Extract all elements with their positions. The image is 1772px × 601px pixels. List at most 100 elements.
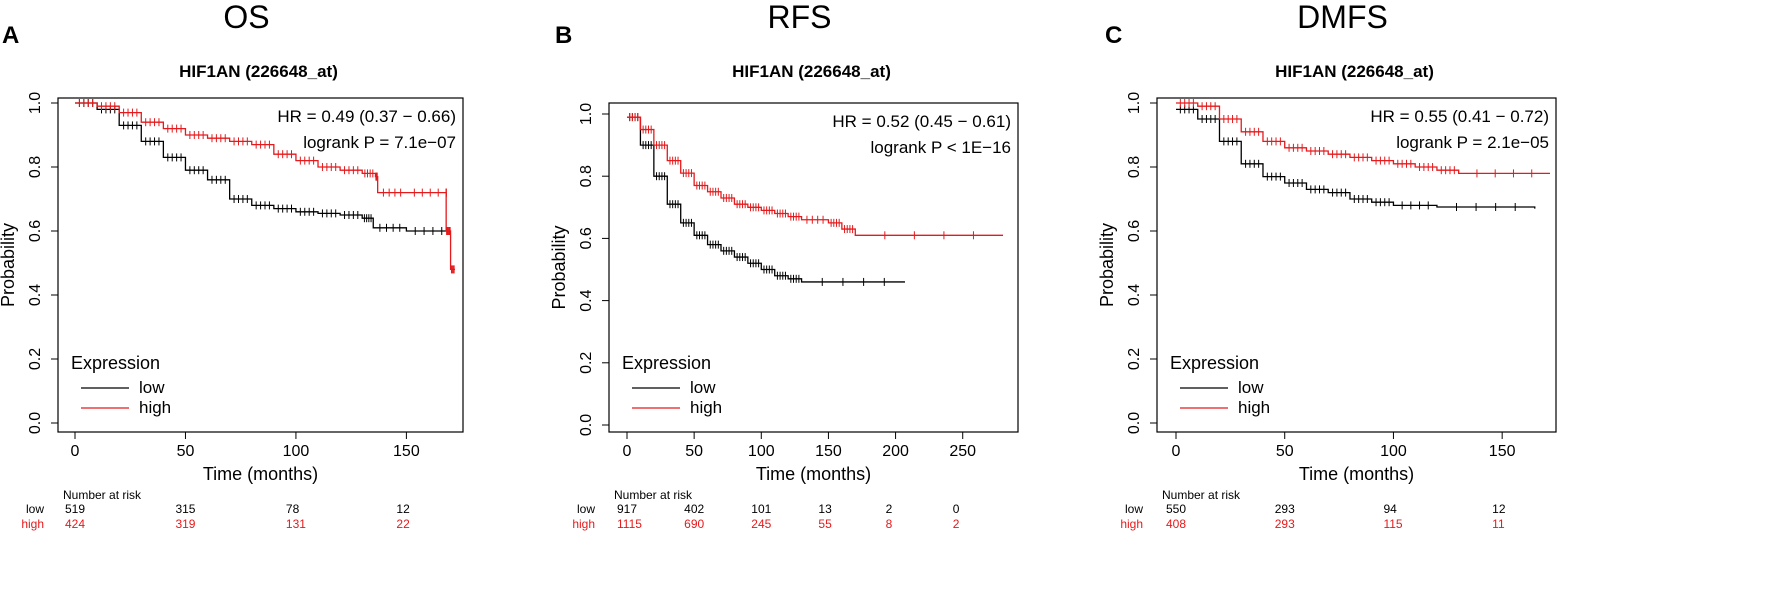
panel-letter: A <box>2 22 19 49</box>
x-tick-label: 100 <box>748 443 775 460</box>
y-axis-label: Probability <box>0 223 18 307</box>
risk-high-value: 408 <box>1166 517 1186 531</box>
y-tick-label: 1.0 <box>578 103 595 125</box>
legend-title: Expression <box>622 353 711 373</box>
risk-low-value: 13 <box>818 502 832 516</box>
risk-row-label-high: high <box>572 517 595 531</box>
risk-row-label-high: high <box>1120 517 1143 531</box>
km-curve-high <box>1176 102 1550 175</box>
panel-letter: B <box>555 22 572 49</box>
km-curve-low <box>75 102 451 232</box>
risk-high-value: 8 <box>886 517 893 531</box>
risk-low-value: 293 <box>1275 502 1295 516</box>
y-tick-label: 0.2 <box>27 348 44 370</box>
x-tick-label: 200 <box>882 443 909 460</box>
risk-low-value: 917 <box>617 502 637 516</box>
y-tick-label: 1.0 <box>27 92 44 114</box>
chart-title: HIF1AN (226648_at) <box>179 62 338 81</box>
x-tick-label: 250 <box>949 443 976 460</box>
risk-high-value: 319 <box>175 517 195 531</box>
km-curve-high <box>75 102 455 271</box>
logrank-p: logrank P = 2.1e−05 <box>1396 133 1549 152</box>
risk-low-value: 94 <box>1383 502 1397 516</box>
x-tick-label: 50 <box>1276 443 1294 460</box>
y-tick-label: 0.0 <box>27 412 44 434</box>
risk-high-value: 424 <box>65 517 85 531</box>
risk-high-value: 2 <box>953 517 960 531</box>
y-tick-label: 0.6 <box>1126 220 1143 242</box>
logrank-p: logrank P < 1E−16 <box>870 138 1011 157</box>
x-tick-label: 150 <box>815 443 842 460</box>
risk-high-value: 22 <box>396 517 410 531</box>
risk-row-label-low: low <box>577 502 595 516</box>
risk-low-value: 2 <box>886 502 893 516</box>
panel-c: C DMFS HIF1AN (226648_at) 0.0 0.2 0.4 0.6 0.8 1.… <box>1097 0 1557 531</box>
risk-high-value: 131 <box>286 517 306 531</box>
legend-label-high: high <box>1238 398 1270 417</box>
x-tick-label: 50 <box>177 443 195 460</box>
risk-high-value: 245 <box>751 517 771 531</box>
panel-header: RFS <box>768 0 832 35</box>
y-axis-label: Probability <box>549 225 569 309</box>
logrank-p: logrank P = 7.1e−07 <box>303 133 456 152</box>
legend-label-low: low <box>690 378 716 397</box>
y-tick-label: 0.4 <box>1126 284 1143 306</box>
hazard-ratio: HR = 0.49 (0.37 − 0.66) <box>277 107 456 126</box>
risk-low-value: 78 <box>286 502 300 516</box>
plot-frame <box>608 102 1019 433</box>
panel-b: B RFS HIF1AN (226648_at) 0.0 0.2 0.4 0.6 0.8 1.0… <box>549 0 1019 531</box>
y-tick-label: 0.6 <box>27 220 44 242</box>
risk-high-value: 1115 <box>617 517 642 531</box>
panel-header: OS <box>223 0 269 35</box>
risk-low-value: 402 <box>684 502 704 516</box>
risk-table-header: Number at risk <box>1162 488 1241 502</box>
x-tick-label: 50 <box>685 443 703 460</box>
y-tick-label: 0.0 <box>1126 412 1143 434</box>
risk-table-header: Number at risk <box>614 488 693 502</box>
x-tick-label: 0 <box>1172 443 1181 460</box>
risk-low-value: 519 <box>65 502 85 516</box>
x-tick-label: 150 <box>1489 443 1516 460</box>
risk-low-value: 550 <box>1166 502 1186 516</box>
panel-header: DMFS <box>1297 0 1388 35</box>
y-tick-label: 0.6 <box>578 227 595 249</box>
risk-high-value: 115 <box>1383 517 1402 531</box>
km-curve-low <box>627 116 905 283</box>
x-axis-label: Time (months) <box>203 464 318 484</box>
risk-row-label-low: low <box>1125 502 1143 516</box>
y-tick-label: 0.4 <box>578 289 595 311</box>
risk-table-header: Number at risk <box>63 488 142 502</box>
y-tick-label: 0.0 <box>578 414 595 436</box>
risk-low-value: 101 <box>751 502 771 516</box>
x-axis-label: Time (months) <box>1299 464 1414 484</box>
hazard-ratio: HR = 0.52 (0.45 − 0.61) <box>832 112 1011 131</box>
x-tick-label: 0 <box>623 443 632 460</box>
risk-low-value: 315 <box>175 502 195 516</box>
risk-low-value: 0 <box>953 502 960 516</box>
y-tick-label: 0.8 <box>578 165 595 187</box>
risk-low-value: 12 <box>1492 502 1506 516</box>
y-tick-label: 0.8 <box>27 156 44 178</box>
legend-title: Expression <box>1170 353 1259 373</box>
risk-row-label-high: high <box>21 517 44 531</box>
legend-label-high: high <box>139 398 171 417</box>
y-tick-label: 0.4 <box>27 284 44 306</box>
risk-high-value: 11 <box>1492 517 1505 531</box>
x-tick-label: 100 <box>1380 443 1407 460</box>
y-tick-label: 0.2 <box>578 352 595 374</box>
hazard-ratio: HR = 0.55 (0.41 − 0.72) <box>1370 107 1549 126</box>
plot-frame <box>57 97 464 433</box>
x-tick-label: 0 <box>71 443 80 460</box>
x-tick-label: 150 <box>393 443 420 460</box>
chart-title: HIF1AN (226648_at) <box>732 62 891 81</box>
risk-high-value: 293 <box>1275 517 1295 531</box>
km-curve-high <box>627 116 1003 236</box>
panel-a: A OS HIF1AN (226648_at) 0.0 0.2 0.4 0.6 0.8 1.0 P… <box>0 0 464 531</box>
legend-label-low: low <box>1238 378 1264 397</box>
y-tick-label: 0.2 <box>1126 348 1143 370</box>
km-curve-low <box>1176 108 1536 209</box>
panel-letter: C <box>1105 22 1122 49</box>
legend-label-high: high <box>690 398 722 417</box>
y-tick-label: 0.8 <box>1126 156 1143 178</box>
y-axis-label: Probability <box>1097 223 1117 307</box>
